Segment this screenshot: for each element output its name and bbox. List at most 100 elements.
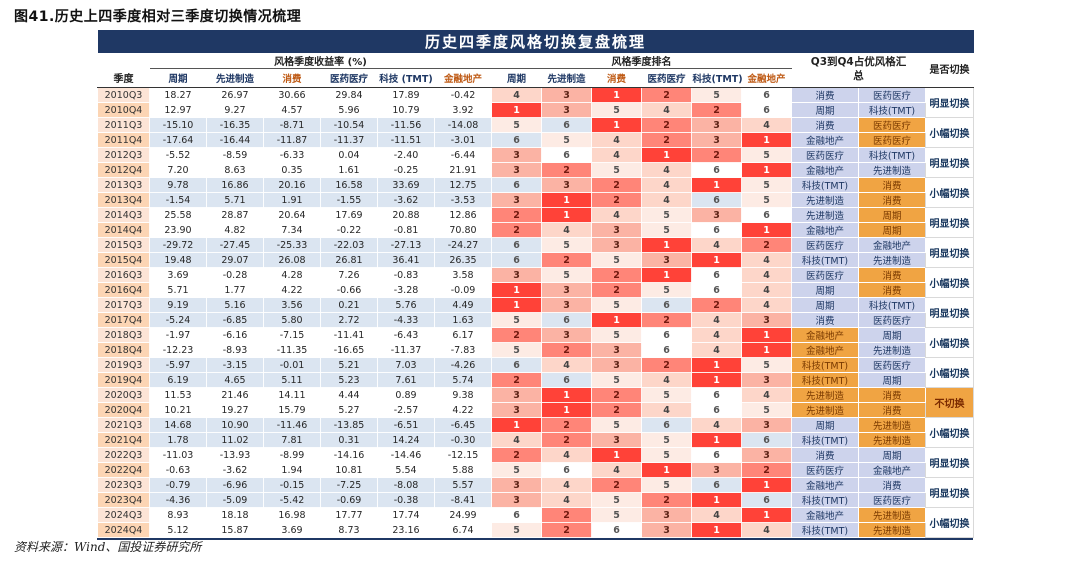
summary-style-cell: 医药医疗 — [858, 87, 926, 103]
return-cell: 26.08 — [263, 252, 321, 268]
return-cell: 4.65 — [206, 372, 264, 388]
return-cell: 18.18 — [206, 507, 264, 523]
rank-cell: 4 — [741, 252, 792, 268]
summary-style-cell: 先进制造 — [791, 192, 859, 208]
return-cell: 3.69 — [263, 522, 321, 538]
table-row: 2018Q4 -12.23 -8.93 -11.35 -16.65 -11.37 -7.83… — [97, 342, 974, 358]
rank-cell: 2 — [641, 492, 692, 508]
table-row: 2020Q4 10.21 19.27 15.79 5.27 -2.57 4.22 3 1 2 4 6 5… — [97, 402, 974, 418]
summary-style-cell: 先进制造 — [858, 252, 926, 268]
return-cell: 1.63 — [434, 312, 492, 328]
rank-cell: 2 — [741, 462, 792, 478]
rank-cell: 3 — [591, 432, 642, 448]
return-cell: -11.56 — [377, 117, 435, 133]
return-cell: 4.28 — [263, 267, 321, 283]
rank-cell: 2 — [591, 267, 642, 283]
summary-style-cell: 金融地产 — [791, 327, 859, 343]
quarter-cell: 2022Q4 — [97, 462, 150, 478]
return-cell: 7.81 — [263, 432, 321, 448]
summary-style-cell: 先进制造 — [791, 387, 859, 403]
return-cell: 5.11 — [263, 372, 321, 388]
table-row: 2015Q3 -29.72 -27.45 -25.33 -22.03 -27.13 -24.… — [97, 237, 975, 268]
return-cell: -15.10 — [149, 117, 207, 133]
return-cell: 26.97 — [206, 87, 264, 103]
summary-style-cell: 医药医疗 — [858, 492, 926, 508]
rank-cell: 5 — [591, 372, 642, 388]
return-cell: -6.33 — [263, 147, 321, 163]
switch-status-cell: 明显切换 — [924, 87, 975, 118]
col-header-pharma-return: 医药医疗 — [320, 68, 378, 88]
return-cell: 21.46 — [206, 387, 264, 403]
return-cell: 26.35 — [434, 252, 492, 268]
return-cell: 14.11 — [263, 387, 321, 403]
switch-status-cell: 小幅切换 — [924, 357, 975, 388]
summary-style-cell: 医药医疗 — [791, 147, 859, 163]
rank-cell: 1 — [591, 87, 642, 103]
table-container: 历史四季度风格切换复盘梳理 季度 风格季度收益率 (%) 风格季度排名 Q3到Q… — [97, 30, 975, 540]
rank-cell: 3 — [491, 477, 542, 493]
rank-cell: 2 — [491, 207, 542, 223]
summary-style-cell: 科技(TMT) — [791, 432, 859, 448]
summary-style-cell: 周期 — [858, 222, 926, 238]
rank-cell: 6 — [541, 147, 592, 163]
rank-cell: 5 — [591, 102, 642, 118]
summary-style-cell: 周期 — [858, 327, 926, 343]
switch-status-cell: 小幅切换 — [924, 177, 975, 208]
table-row: 2013Q3 9.78 16.86 20.16 16.58 33.69 12.75 6 3 2 4 1… — [97, 177, 975, 208]
return-cell: -3.62 — [206, 462, 264, 478]
return-cell: 4.57 — [263, 102, 321, 118]
return-cell: 1.78 — [149, 432, 207, 448]
return-cell: 12.86 — [434, 207, 492, 223]
return-cell: -6.96 — [206, 477, 264, 493]
return-cell: -0.30 — [434, 432, 492, 448]
summary-style-cell: 科技(TMT) — [791, 492, 859, 508]
summary-style-cell: 医药医疗 — [791, 237, 859, 253]
rank-cell: 5 — [641, 387, 692, 403]
return-cell: 0.89 — [377, 387, 435, 403]
return-cell: 10.81 — [320, 462, 378, 478]
return-cell: 1.91 — [263, 192, 321, 208]
return-cell: 4.82 — [206, 222, 264, 238]
rank-cell: 6 — [491, 177, 542, 193]
return-cell: -11.35 — [263, 342, 321, 358]
rank-cell: 5 — [491, 312, 542, 328]
summary-style-cell: 消费 — [858, 192, 926, 208]
summary-style-cell: 先进制造 — [858, 432, 926, 448]
return-cell: -7.15 — [263, 327, 321, 343]
switch-status-cell: 明显切换 — [924, 297, 975, 328]
return-cell: 12.75 — [434, 177, 492, 193]
rank-cell: 2 — [591, 477, 642, 493]
return-cell: -6.44 — [434, 147, 492, 163]
rank-cell: 1 — [691, 252, 742, 268]
return-cell: 3.69 — [149, 267, 207, 283]
table-banner: 历史四季度风格切换复盘梳理 — [97, 30, 974, 53]
return-cell: 29.84 — [320, 87, 378, 103]
col-header-pharma-rank: 医药医疗 — [641, 68, 692, 88]
return-cell: -6.43 — [377, 327, 435, 343]
rank-cell: 6 — [641, 417, 692, 433]
summary-style-cell: 金融地产 — [791, 162, 859, 178]
return-cell: 25.58 — [149, 207, 207, 223]
switch-status-cell: 小幅切换 — [924, 507, 975, 538]
return-cell: -0.09 — [434, 282, 492, 298]
return-cell: 16.98 — [263, 507, 321, 523]
quarter-cell: 2011Q4 — [97, 132, 150, 148]
summary-style-cell: 先进制造 — [791, 402, 859, 418]
rank-cell: 5 — [741, 357, 792, 373]
rank-cell: 2 — [691, 147, 742, 163]
return-cell: -5.24 — [149, 312, 207, 328]
table-row: 2010Q3 18.27 26.97 30.66 29.84 17.89 -0.42 4 3 1 2… — [97, 87, 975, 118]
return-cell: -8.71 — [263, 117, 321, 133]
rank-cell: 3 — [641, 522, 692, 538]
rank-cell: 4 — [741, 117, 792, 133]
table-row: 2020Q3 11.53 21.46 14.11 4.44 0.89 9.38 3 1 2 5 6 4 先… — [97, 387, 975, 418]
rank-cell: 3 — [591, 222, 642, 238]
return-cell: -7.25 — [320, 477, 378, 493]
quarter-cell: 2019Q4 — [97, 372, 150, 388]
table-row: 2013Q4 -1.54 5.71 1.91 -1.55 -3.62 -3.53 3 1 2 4 6 5… — [97, 192, 974, 208]
return-cell: 1.77 — [206, 282, 264, 298]
rank-cell: 4 — [641, 177, 692, 193]
summary-style-cell: 金融地产 — [791, 132, 859, 148]
table-row: 2023Q4 -4.36 -5.09 -5.42 -0.69 -0.38 -8.41 3 4 5 2… — [97, 492, 974, 508]
summary-style-cell: 医药医疗 — [858, 357, 926, 373]
